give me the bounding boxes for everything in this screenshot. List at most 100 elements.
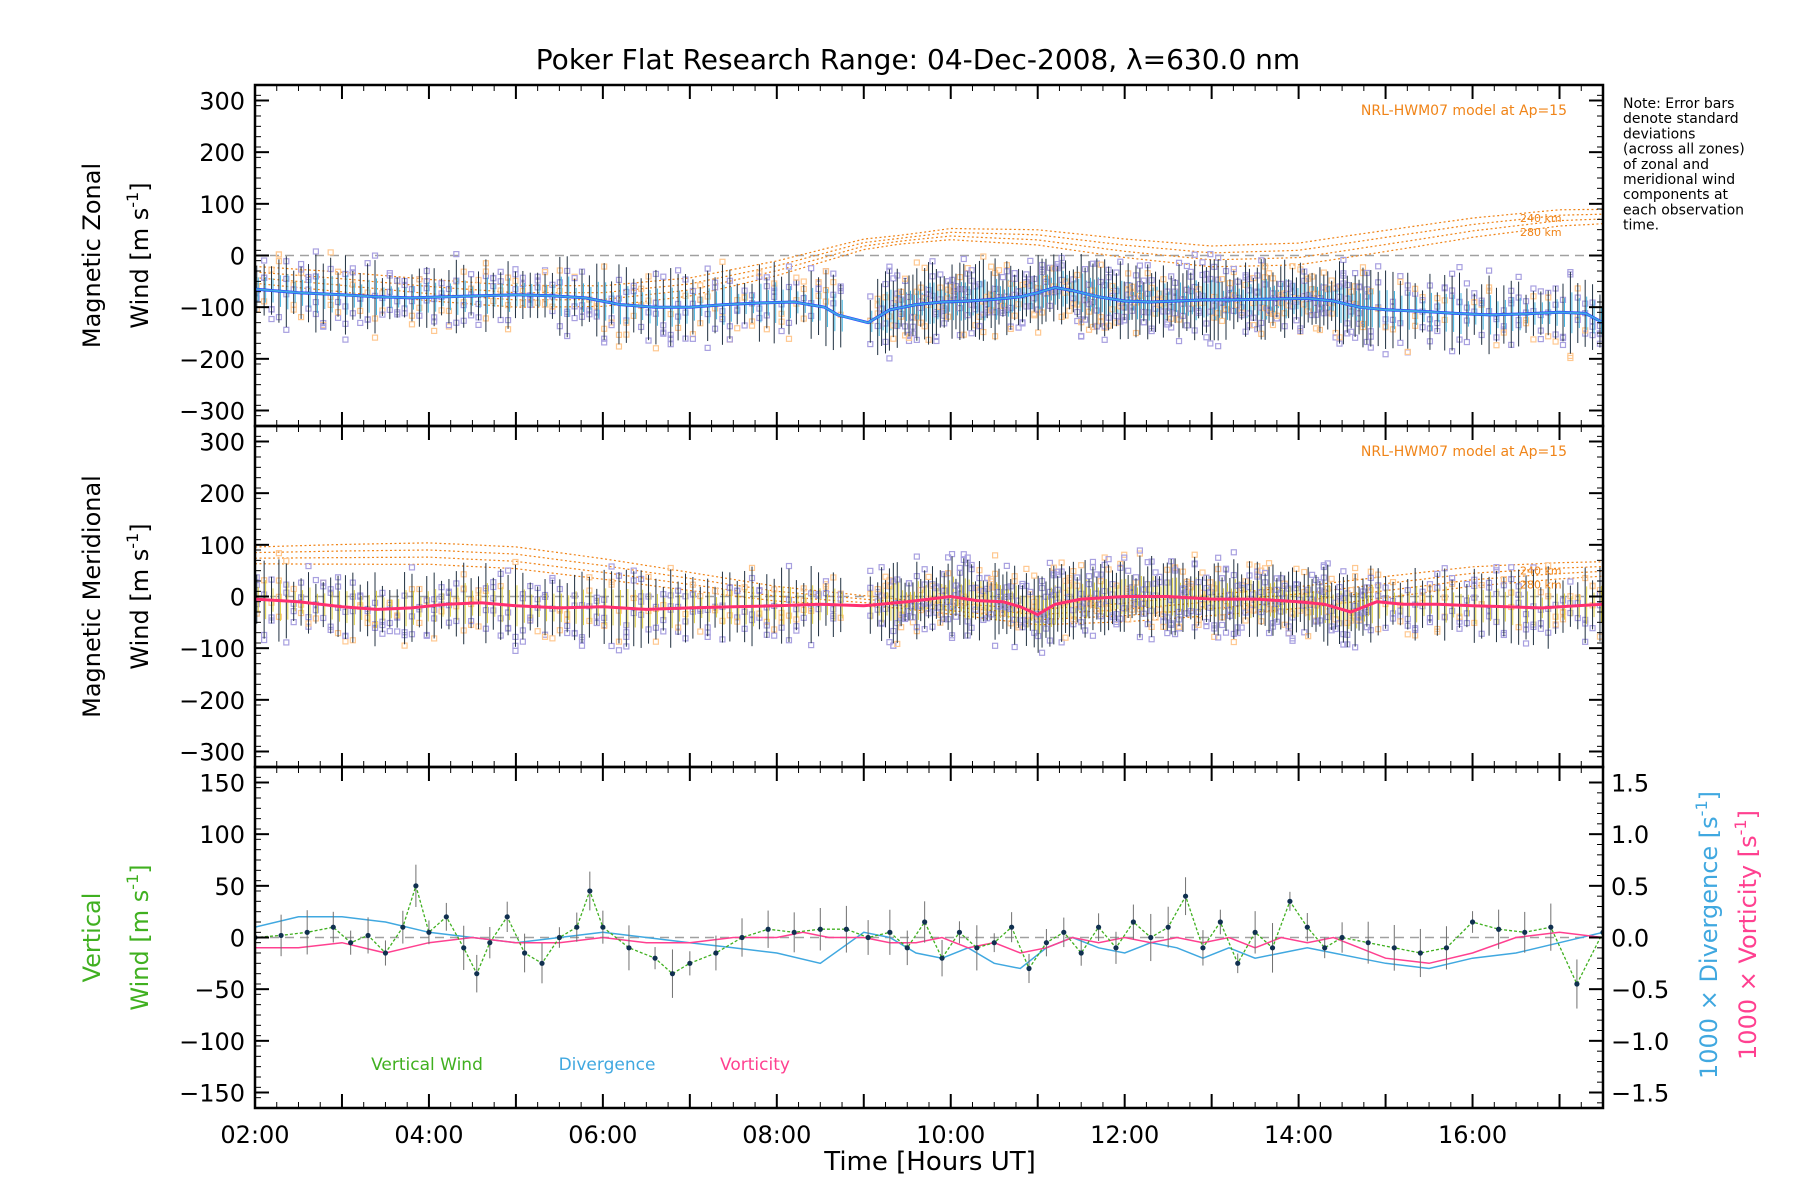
scatter-point <box>886 263 893 270</box>
scatter-point <box>988 263 995 270</box>
scatter-point <box>1031 572 1038 579</box>
scatter-point <box>275 251 283 258</box>
y-axis-label-line1: Vertical <box>78 893 106 983</box>
y2-axis-label-vorticity: 1000 × Vorticity [s-1] <box>1731 810 1762 1060</box>
scatter-point <box>1164 630 1171 637</box>
y-axis-label-line1: Magnetic Meridional <box>78 475 106 718</box>
scatter-point <box>991 642 999 649</box>
vertical-wind-point <box>1574 981 1580 987</box>
scatter-point <box>1089 632 1097 639</box>
scatter-point <box>704 265 711 272</box>
vertical-wind-point <box>1148 934 1154 941</box>
vertical-wind-point <box>974 945 980 951</box>
vertical-wind-point <box>400 924 406 930</box>
y-tick-label: −50 <box>194 976 245 1004</box>
legend-item: Vertical Wind <box>371 1055 483 1075</box>
scatter-point <box>913 553 920 560</box>
vertical-wind-point <box>687 960 693 966</box>
vertical-wind-point <box>1287 898 1293 904</box>
note-line: time. <box>1623 218 1659 234</box>
vertical-wind-point <box>426 929 432 935</box>
scatter-point <box>408 321 416 328</box>
scatter-point <box>867 293 874 300</box>
scatter-point <box>1199 569 1206 576</box>
scatter-point <box>512 266 519 273</box>
plot-area <box>255 864 1603 1009</box>
scatter-point <box>1463 338 1470 346</box>
scatter-point <box>793 274 800 281</box>
y-axis-label-line2: Wind [m s-1] <box>123 182 154 328</box>
scatter-point <box>1215 554 1222 561</box>
scatter-point <box>1340 568 1347 575</box>
scatter-point <box>1031 312 1038 319</box>
vertical-wind-point <box>304 929 310 935</box>
vertical-wind-point <box>1304 924 1310 930</box>
scatter-point <box>504 567 512 574</box>
y-tick-label: 100 <box>199 191 245 219</box>
scatter-point <box>689 335 696 342</box>
vertical-wind-point <box>1043 940 1050 946</box>
scatter-point <box>1352 270 1359 277</box>
scatter-point <box>960 255 967 263</box>
scatter-point <box>980 253 987 260</box>
vertical-wind-point <box>1182 893 1189 899</box>
vertical-wind-point <box>887 929 893 935</box>
vertical-wind-point <box>600 924 606 930</box>
scatter-point <box>1218 317 1226 325</box>
scatter-point <box>1218 621 1226 629</box>
vertical-wind-point <box>1391 945 1397 951</box>
scatter-point <box>371 252 379 259</box>
scatter-point <box>1530 564 1537 571</box>
y-tick-label: 200 <box>199 480 245 508</box>
scatter-point <box>1089 558 1097 566</box>
scatter-point <box>297 260 305 268</box>
scatter-point <box>937 271 944 278</box>
vertical-wind-point <box>956 929 963 935</box>
vertical-wind-point <box>1165 924 1171 930</box>
scatter-point <box>1265 560 1273 567</box>
scatter-point <box>660 273 667 280</box>
y-tick-label: 50 <box>214 873 245 901</box>
vertical-wind-point <box>1200 945 1206 951</box>
scatter-point <box>342 336 349 343</box>
scatter-point <box>357 319 364 327</box>
x-tick-label: 12:00 <box>1090 1121 1159 1149</box>
scatter-point <box>1559 341 1567 349</box>
scatter-point <box>519 638 526 645</box>
scatter-point <box>1508 564 1515 571</box>
scatter-point <box>1085 573 1093 580</box>
vertical-wind-point <box>1417 950 1423 956</box>
scatter-point <box>1125 567 1132 574</box>
x-tick-label: 10:00 <box>916 1121 985 1149</box>
scatter-point <box>1003 562 1010 569</box>
scatter-point <box>1011 643 1018 651</box>
scatter-point <box>909 619 917 626</box>
scatter-point <box>1101 336 1108 343</box>
vertical-wind-point <box>1095 924 1102 930</box>
scatter-point <box>886 639 893 646</box>
scatter-point <box>305 562 312 570</box>
x-tick-label: 02:00 <box>220 1121 289 1149</box>
y-tick-label: −100 <box>179 1028 245 1056</box>
scatter-point <box>1537 335 1544 343</box>
scatter-point <box>808 641 815 649</box>
scatter-point <box>1175 625 1183 632</box>
vertical-wind-point <box>1009 924 1015 930</box>
plot-area <box>255 208 1603 362</box>
scatter-point <box>1203 334 1210 341</box>
vertical-wind-point <box>843 926 849 932</box>
y-tick-label: 100 <box>199 821 245 849</box>
scatter-point <box>960 551 967 558</box>
note-line: each observation <box>1623 202 1744 218</box>
vertical-wind-point <box>739 934 745 941</box>
vertical-wind-point <box>765 926 771 932</box>
scatter-point <box>719 258 726 265</box>
scatter-point <box>1046 559 1053 566</box>
scatter-point <box>1230 549 1237 556</box>
y2-tick-label: 0.0 <box>1611 925 1649 953</box>
scatter-point <box>1074 317 1081 325</box>
plot-area <box>255 542 1603 656</box>
